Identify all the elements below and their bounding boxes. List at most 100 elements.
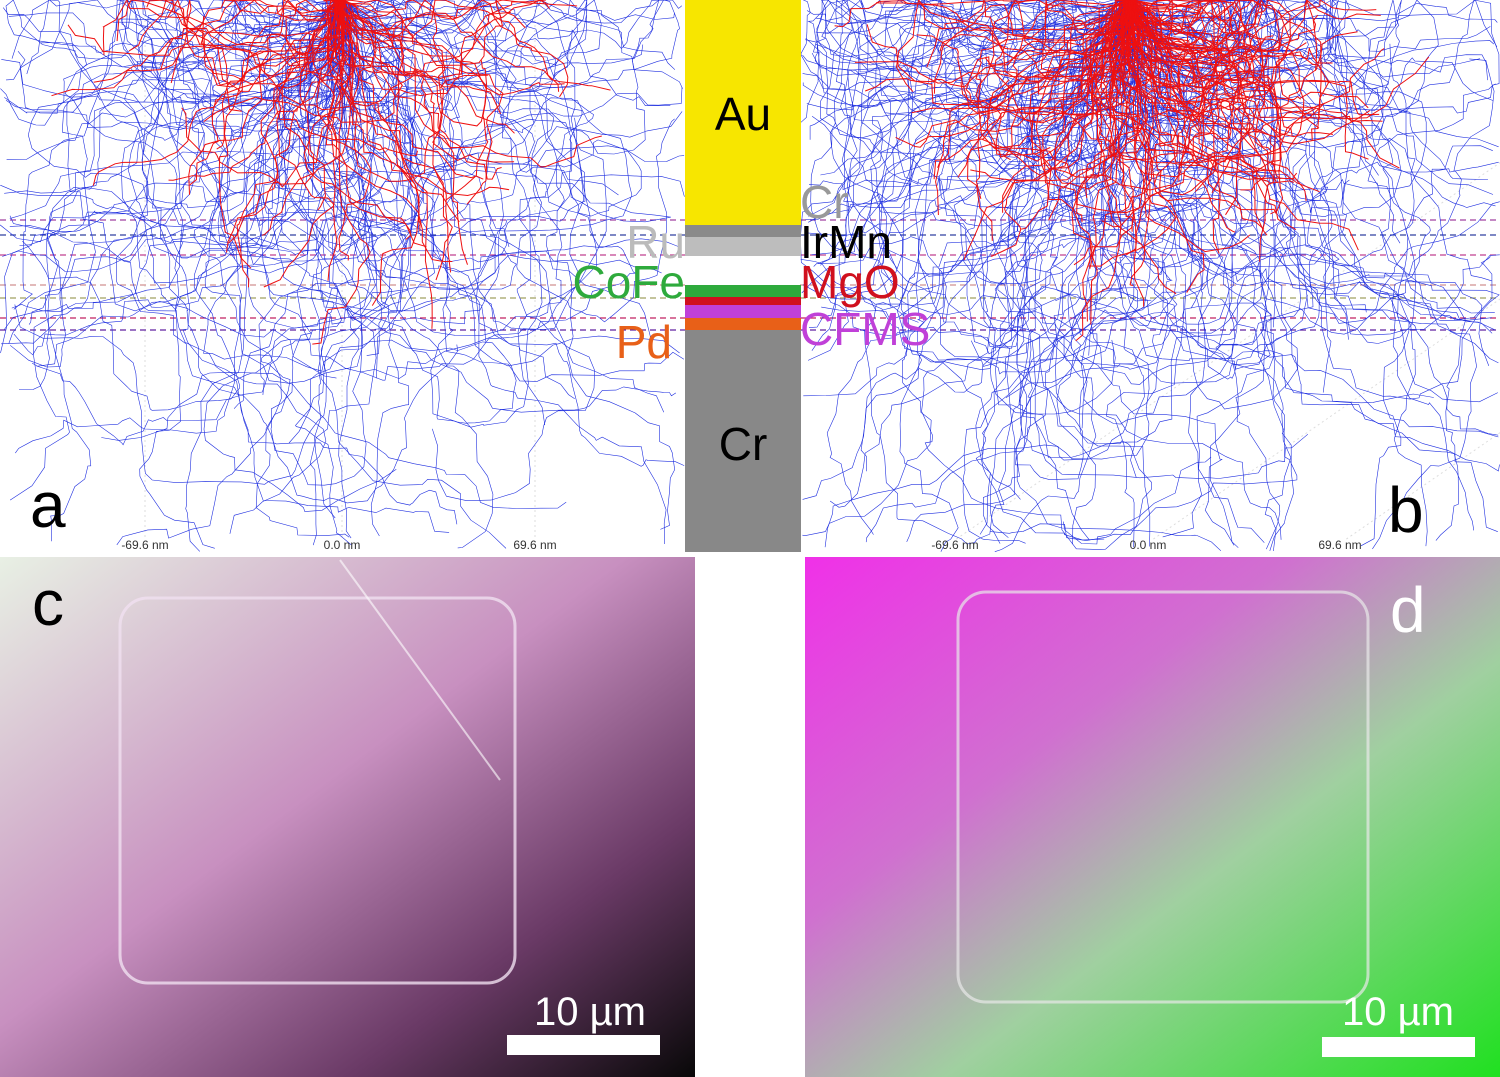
trajectory	[340, 0, 602, 168]
trajectory	[821, 0, 1127, 312]
trajectory	[28, 0, 336, 325]
trajectory	[142, 0, 342, 534]
trajectory	[1131, 0, 1260, 93]
grid-line	[1344, 432, 1500, 541]
trajectory	[278, 0, 607, 381]
panel-label: b	[1388, 474, 1424, 546]
trajectory	[811, 0, 1135, 351]
trajectory	[14, 0, 368, 485]
trajectory	[0, 0, 340, 354]
trajectory	[993, 0, 1128, 124]
trajectory	[1028, 0, 1271, 309]
trajectory	[1092, 0, 1151, 228]
trajectory	[340, 0, 515, 163]
trajectory	[896, 0, 1130, 370]
trajectory	[18, 0, 344, 390]
trajectory	[338, 0, 596, 502]
layer-pd	[685, 318, 801, 330]
trajectory	[970, 0, 1308, 370]
trajectory	[1131, 0, 1333, 64]
trajectory	[93, 0, 343, 83]
trajectory	[218, 0, 337, 269]
trajectory	[168, 0, 344, 181]
trajectory	[1129, 0, 1266, 191]
trajectory	[51, 0, 343, 97]
trajectory	[5, 0, 350, 130]
trajectory	[116, 0, 497, 546]
trajectory	[1048, 0, 1136, 221]
trajectory	[1125, 0, 1255, 118]
trajectory	[11, 0, 340, 77]
trajectory	[1054, 0, 1126, 190]
trajectory	[288, 0, 517, 444]
trajectory	[1122, 0, 1481, 169]
trajectory	[339, 0, 468, 265]
layer-label: Pd	[616, 316, 672, 368]
trajectory	[160, 0, 343, 86]
trajectory	[323, 0, 484, 180]
trajectory	[295, 0, 428, 546]
trajectory	[341, 0, 683, 138]
trajectory	[803, 0, 1142, 397]
trajectory	[204, 0, 567, 509]
axis-label: -69.6 nm	[931, 538, 978, 552]
trajectory	[995, 0, 1253, 268]
layer-label: Au	[715, 88, 771, 140]
trajectory	[1133, 0, 1495, 314]
trajectory	[1084, 0, 1197, 198]
trajectory	[1133, 0, 1292, 72]
trajectory	[1132, 0, 1325, 138]
trajectory	[921, 0, 1212, 550]
trajectory	[337, 0, 578, 49]
trajectory	[975, 0, 1253, 541]
trajectory	[1122, 0, 1275, 174]
trajectory	[316, 0, 453, 262]
trajectory	[975, 0, 1135, 158]
trajectory	[870, 0, 1134, 500]
trajectory	[1075, 0, 1132, 342]
trajectory	[31, 0, 342, 446]
trajectory	[226, 0, 345, 253]
trajectory	[800, 0, 1128, 306]
trajectory	[19, 0, 339, 246]
trajectory	[280, 0, 575, 400]
trajectory	[1026, 0, 1178, 370]
trajectory	[112, 0, 406, 372]
trajectory	[333, 0, 642, 426]
trajectory	[1133, 0, 1334, 138]
trajectory	[146, 0, 459, 504]
trajectory	[9, 0, 338, 232]
axis-label: -69.6 nm	[121, 538, 168, 552]
trajectory	[802, 0, 1130, 321]
axis-label: 69.6 nm	[1318, 538, 1361, 552]
layer-label: CoFe	[573, 256, 685, 308]
trajectory	[1125, 0, 1251, 193]
trajectory	[328, 0, 547, 76]
trajectory	[276, 0, 339, 281]
trajectory	[1000, 0, 1177, 327]
trajectory	[336, 0, 671, 223]
trajectory	[1120, 0, 1430, 120]
trajectory	[1109, 0, 1221, 254]
trajectory	[312, 0, 371, 345]
trajectory	[338, 0, 489, 201]
trajectory	[906, 0, 1130, 543]
scale-label: 10 µm	[534, 990, 646, 1034]
trajectory	[0, 0, 337, 126]
trajectory	[340, 0, 453, 281]
trajectory	[835, 0, 1152, 302]
trajectory	[27, 0, 463, 260]
trajectory	[341, 0, 671, 107]
trajectory	[329, 0, 676, 530]
trajectory	[1079, 0, 1493, 321]
trajectory	[337, 0, 488, 127]
axis-label: 0.0 nm	[324, 538, 361, 552]
layer-au	[685, 0, 801, 225]
trajectory	[263, 0, 340, 288]
trajectory	[875, 0, 1129, 209]
trajectory	[1129, 0, 1350, 350]
trajectory	[1075, 0, 1217, 214]
trajectory	[174, 0, 458, 525]
trajectory	[1102, 0, 1498, 403]
trajectory	[1128, 0, 1281, 180]
